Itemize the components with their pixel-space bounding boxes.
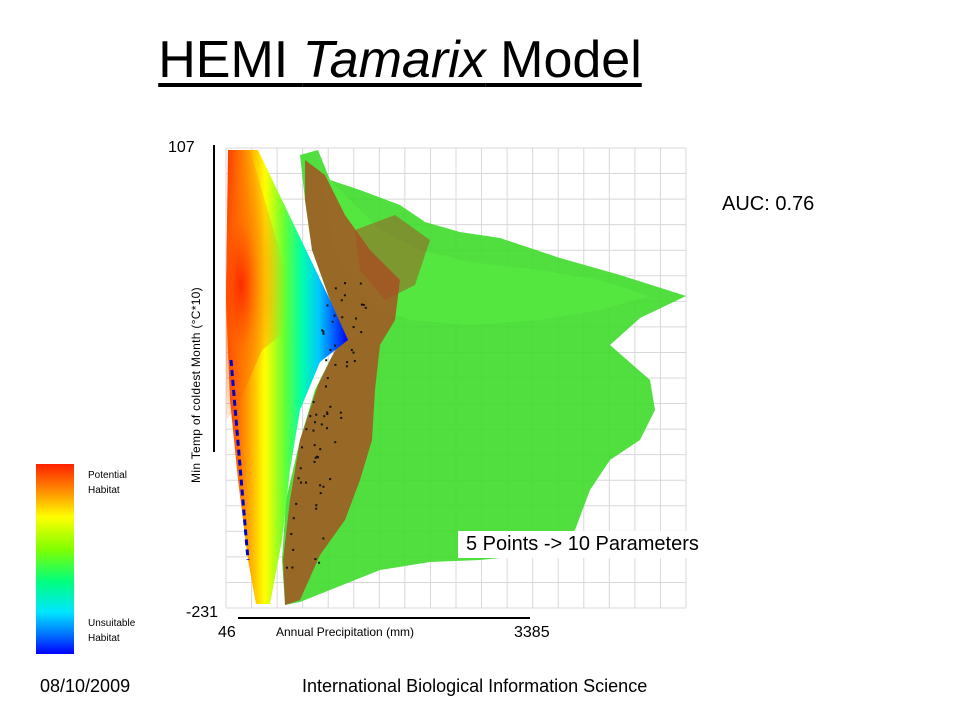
occurrence-point: [333, 314, 336, 317]
legend-bottom-line1: Unsuitable: [88, 618, 136, 629]
occurrence-point: [326, 411, 329, 414]
occurrence-point: [341, 316, 344, 319]
occurrence-point: [316, 455, 319, 458]
occurrence-point: [326, 304, 329, 307]
footer-date: 08/10/2009: [40, 676, 131, 696]
parameters-callout: 5 Points -> 10 Parameters: [458, 531, 707, 558]
occurrence-point: [319, 448, 322, 451]
occurrence-point: [292, 517, 295, 520]
occurrence-point: [346, 361, 349, 364]
occurrence-point: [364, 306, 367, 309]
wedge-edge: [229, 359, 250, 561]
occurrence-point: [353, 360, 356, 363]
occurrence-point: [340, 299, 343, 302]
occurrence-point: [362, 303, 365, 306]
overlap-zone-patch: [355, 215, 430, 300]
occurrence-point: [315, 507, 318, 510]
occurrence-point: [317, 456, 320, 459]
occurrence-point: [325, 359, 328, 362]
occurrence-point: [315, 413, 318, 416]
occurrence-point: [322, 330, 325, 333]
occurrence-point: [313, 444, 316, 447]
occurrence-point: [285, 566, 288, 569]
title-suffix: Model: [485, 31, 642, 89]
occurrence-point: [299, 467, 302, 470]
occurrence-point: [360, 303, 363, 306]
occurrence-point: [334, 344, 337, 347]
title-species: Tamarix: [302, 31, 486, 89]
occurrence-point: [326, 377, 329, 380]
occurrence-point: [350, 348, 353, 351]
occurrence-point: [344, 282, 347, 285]
occurrence-point: [322, 485, 325, 488]
occurrence-point: [292, 548, 295, 551]
occurrence-point: [318, 561, 321, 564]
occurrence-point: [331, 320, 334, 323]
occurrence-point: [352, 326, 355, 329]
occurrence-points: [285, 282, 367, 569]
occurrence-point: [352, 351, 355, 354]
x-tick-right: 3385: [514, 624, 550, 641]
suitability-core: [226, 150, 300, 420]
occurrence-point: [360, 331, 363, 334]
occurrence-point: [334, 441, 337, 444]
occurrence-point: [321, 329, 324, 332]
occurrence-point: [312, 429, 315, 432]
occurrence-point: [319, 492, 322, 495]
occurrence-point: [312, 401, 315, 404]
occurrence-point: [325, 385, 328, 388]
title-prefix: HEMI: [158, 31, 303, 89]
occurrence-point: [329, 405, 332, 408]
footer-organization: International Biological Information Sci…: [302, 676, 648, 696]
slide-title: HEMI Tamarix Model: [0, 28, 800, 92]
legend-bottom-label: Unsuitable Habitat: [88, 616, 135, 646]
occurrence-point: [322, 332, 325, 335]
occurrence-point: [343, 294, 346, 297]
occurrence-point: [323, 415, 326, 418]
occurrence-point: [345, 365, 348, 368]
occurrence-point: [322, 537, 325, 540]
occurrence-point: [314, 456, 317, 459]
occurrence-point: [359, 282, 362, 285]
occurrence-point: [301, 446, 304, 449]
occurrence-point: [320, 423, 323, 426]
y-tick-bottom: -231: [186, 604, 218, 621]
occurrence-point: [340, 416, 343, 419]
occurrence-point: [297, 477, 300, 480]
legend-top-line2: Habitat: [88, 485, 120, 496]
y-axis-label: Min Temp of coldest Month (°C*10): [189, 287, 203, 483]
occurrence-point: [334, 287, 337, 290]
occurrence-point: [291, 566, 294, 569]
occurrence-point: [304, 481, 307, 484]
occurrence-point: [290, 532, 293, 535]
occurrence-point: [319, 484, 322, 487]
occurrence-point: [329, 349, 332, 352]
legend-bottom-line2: Habitat: [88, 633, 120, 644]
x-tick-left: 46: [218, 624, 236, 641]
y-tick-top: 107: [168, 139, 195, 156]
x-axis-label: Annual Precipitation (mm): [276, 625, 414, 639]
occurrence-point: [295, 502, 298, 505]
legend-top-line1: Potential: [88, 470, 127, 481]
occurrence-point: [314, 421, 317, 424]
occurrence-point: [339, 411, 342, 414]
occurrence-point: [309, 415, 312, 418]
occurrence-point: [354, 317, 357, 320]
occurrence-point: [313, 460, 316, 463]
legend-color-bar: [36, 464, 74, 654]
occurrence-point: [326, 412, 329, 415]
occurrence-point: [300, 481, 303, 484]
occurrence-point: [334, 363, 337, 366]
occurrence-point: [315, 504, 318, 507]
occurrence-point: [329, 478, 332, 481]
legend-top-label: Potential Habitat: [88, 468, 127, 498]
auc-label: AUC: 0.76: [722, 193, 815, 215]
occurrence-point: [314, 558, 317, 561]
occurrence-point: [305, 428, 308, 431]
occurrence-point: [325, 427, 328, 430]
